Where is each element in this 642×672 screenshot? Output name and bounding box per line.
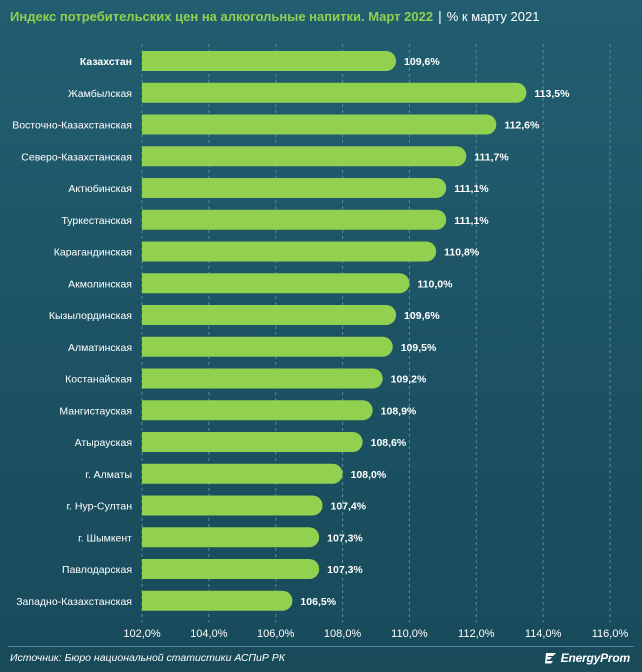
x-tick-label: 114,0% (525, 628, 562, 640)
x-tick-label: 102,0% (123, 628, 161, 640)
bar (142, 400, 373, 421)
x-tick-label: 116,0% (592, 628, 629, 640)
category-label: Атырауская (75, 437, 132, 449)
bar (142, 241, 437, 262)
category-label: Мангистауская (59, 405, 132, 417)
category-label: г. Нур-Султан (67, 501, 133, 513)
x-tick-label: 104,0% (190, 628, 228, 640)
bar (142, 368, 383, 389)
bar (142, 495, 323, 516)
category-label: Казахстан (80, 56, 132, 68)
bar (142, 209, 447, 230)
category-label: Восточно-Казахстанская (12, 120, 132, 132)
chart-header: Индекс потребительских цен на алкогольны… (10, 8, 539, 28)
category-label: Северо-Казахстанская (21, 151, 132, 163)
source-note: Источник: Бюро национальной статистики А… (10, 652, 285, 664)
data-label: 107,3% (327, 532, 363, 544)
x-tick-label: 110,0% (391, 628, 428, 640)
x-tick-label: 106,0% (257, 628, 295, 640)
brand: EnergyProm (544, 649, 630, 667)
bar (142, 51, 397, 71)
category-label: г. Алматы (85, 469, 132, 481)
brand-name: EnergyProm (560, 651, 631, 665)
data-label: 109,5% (401, 342, 437, 354)
bar (142, 463, 343, 484)
footer-divider (8, 646, 634, 647)
title-separator: | (438, 8, 442, 24)
bar (142, 273, 410, 294)
data-label: 112,6% (504, 120, 540, 132)
bar (142, 178, 447, 199)
data-label: 111,7% (474, 151, 509, 163)
data-label: 107,4% (331, 501, 367, 513)
category-label: Туркестанская (61, 215, 132, 227)
data-label: 110,0% (417, 278, 453, 290)
data-label: 108,0% (351, 469, 387, 481)
data-label: 113,5% (534, 88, 570, 100)
data-label: 106,5% (300, 596, 336, 608)
category-label: г. Шымкент (78, 532, 132, 544)
chart-title: Индекс потребительских цен на алкогольны… (10, 9, 434, 24)
data-label: 111,1% (454, 215, 489, 227)
category-label: Карагандинская (54, 247, 132, 259)
category-label: Жамбылская (68, 88, 132, 100)
chart-subtitle: % к марту 2021 (446, 9, 540, 24)
bar (142, 146, 467, 167)
energyprom-logo-icon (544, 653, 556, 664)
data-label: 109,2% (391, 374, 427, 386)
data-label: 111,1% (454, 183, 489, 195)
category-label: Костанайская (65, 374, 132, 386)
category-label: Акмолинская (68, 278, 132, 290)
category-label: Западно-Казахстанская (16, 596, 132, 608)
data-label: 108,9% (381, 405, 417, 417)
x-tick-label: 112,0% (458, 628, 495, 640)
data-label: 110,8% (444, 247, 480, 259)
data-label: 107,3% (327, 564, 363, 576)
bar (142, 336, 393, 357)
bar (142, 432, 363, 452)
data-label: 109,6% (404, 56, 440, 68)
bar (142, 305, 397, 325)
bar (142, 114, 497, 135)
bar (142, 590, 293, 611)
bar (142, 82, 527, 103)
bar (142, 527, 320, 548)
category-label: Алматинская (68, 342, 132, 354)
category-label: Кызылординская (49, 310, 132, 322)
bar (142, 559, 320, 579)
category-label: Актюбинская (68, 183, 132, 195)
x-tick-label: 108,0% (324, 628, 362, 640)
data-label: 108,6% (371, 437, 407, 449)
category-label: Павлодарская (62, 564, 132, 576)
data-label: 109,6% (404, 310, 440, 322)
